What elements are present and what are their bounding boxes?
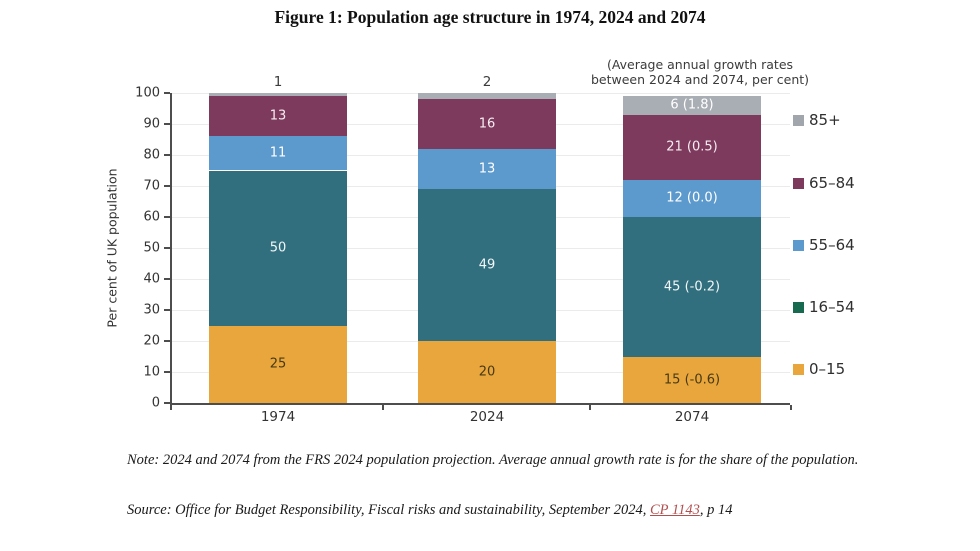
legend-swatch-55-64 xyxy=(793,239,804,251)
y-axis-tick-label: 30 xyxy=(143,302,160,318)
bar-segment-65-84-1974: 13 xyxy=(209,96,347,137)
y-axis-tick-label: 100 xyxy=(135,85,160,101)
bar-segment-55-64-2074: 12 (0.0) xyxy=(623,179,761,217)
legend-swatch-65-84 xyxy=(793,177,804,189)
figure-source: Source: Office for Budget Responsibility… xyxy=(127,502,927,519)
y-axis-title: Per cent of UK population xyxy=(104,168,120,328)
segment-label-0-15-2074: 15 (-0.6) xyxy=(663,372,721,388)
y-axis-tick xyxy=(164,309,170,311)
segment-label-65-84-2074: 21 (0.5) xyxy=(666,139,718,155)
x-axis-tick xyxy=(170,405,172,410)
growth-rate-annotation-line2: between 2024 and 2074, per cent) xyxy=(590,72,810,87)
legend-item-16-54: 16–54 xyxy=(793,298,855,316)
x-axis-tick xyxy=(382,405,384,410)
y-axis-tick-label: 60 xyxy=(143,209,160,225)
bar-segment-0-15-2074: 15 (-0.6) xyxy=(623,356,761,403)
legend-item-65-84: 65–84 xyxy=(793,174,855,192)
y-axis-tick xyxy=(164,92,170,94)
y-axis-tick-label: 40 xyxy=(143,271,160,287)
bar-segment-16-54-2074: 45 (-0.2) xyxy=(623,217,761,357)
y-axis-tick-label: 50 xyxy=(143,240,160,256)
y-axis-tick xyxy=(164,278,170,280)
y-axis-tick-label: 70 xyxy=(143,178,160,194)
growth-rate-annotation: (Average annual growth rates between 202… xyxy=(540,57,860,87)
y-axis-tick-label: 80 xyxy=(143,147,160,163)
figure-title: Figure 1: Population age structure in 19… xyxy=(274,7,706,27)
segment-label-0-15-1974: 25 xyxy=(269,356,287,372)
x-axis-line xyxy=(170,403,790,405)
y-axis-tick-label: 10 xyxy=(143,364,160,380)
legend-label-85plus: 85+ xyxy=(809,111,841,129)
legend-swatch-85plus xyxy=(793,114,804,126)
y-axis-tick-label: 90 xyxy=(143,116,160,132)
source-link[interactable]: CP 1143 xyxy=(650,502,700,518)
segment-label-16-54-2074: 45 (-0.2) xyxy=(663,279,721,295)
bar-segment-85plus-2024 xyxy=(418,93,556,100)
bar-segment-0-15-1974: 25 xyxy=(209,325,347,403)
y-axis-tick xyxy=(164,154,170,156)
source-text: Source: Office for Budget Responsibility… xyxy=(127,502,651,518)
segment-label-55-64-2024: 13 xyxy=(478,161,496,177)
bar-top-label-2024: 2 xyxy=(482,74,492,90)
y-axis-tick xyxy=(164,123,170,125)
source-suffix: , p 14 xyxy=(699,502,733,518)
y-axis-tick xyxy=(164,340,170,342)
legend-item-0-15: 0–15 xyxy=(793,360,845,378)
bar-segment-85plus-1974 xyxy=(209,93,347,97)
bar-segment-0-15-2024: 20 xyxy=(418,341,556,403)
growth-rate-annotation-line1: (Average annual growth rates xyxy=(606,57,794,72)
legend-swatch-0-15 xyxy=(793,363,804,375)
legend-item-85plus: 85+ xyxy=(793,111,841,129)
y-axis-line xyxy=(170,93,172,405)
bar-segment-55-64-2024: 13 xyxy=(418,148,556,190)
segment-label-55-64-1974: 11 xyxy=(269,145,287,161)
y-axis-tick xyxy=(164,247,170,249)
x-axis-category-label-1974: 1974 xyxy=(260,409,296,425)
bar-segment-16-54-1974: 50 xyxy=(209,170,347,326)
bar-segment-65-84-2074: 21 (0.5) xyxy=(623,114,761,180)
bar-segment-16-54-2024: 49 xyxy=(418,189,556,341)
segment-label-0-15-2024: 20 xyxy=(478,364,496,380)
x-axis-tick xyxy=(790,405,792,410)
segment-label-16-54-2024: 49 xyxy=(478,257,496,273)
x-axis-category-label-2024: 2024 xyxy=(469,409,505,425)
legend-label-55-64: 55–64 xyxy=(809,236,855,254)
y-axis-tick xyxy=(164,402,170,404)
legend-label-16-54: 16–54 xyxy=(809,298,855,316)
segment-label-55-64-2074: 12 (0.0) xyxy=(666,190,718,206)
segment-label-65-84-1974: 13 xyxy=(269,108,287,124)
bar-segment-85plus-2074: 6 (1.8) xyxy=(623,96,761,115)
x-axis-category-label-2074: 2074 xyxy=(674,409,710,425)
y-axis-tick-label: 20 xyxy=(143,333,160,349)
legend-item-55-64: 55–64 xyxy=(793,236,855,254)
legend-swatch-16-54 xyxy=(793,301,804,313)
bar-top-label-1974: 1 xyxy=(273,74,283,90)
bar-segment-65-84-2024: 16 xyxy=(418,99,556,149)
segment-label-85plus-2074: 6 (1.8) xyxy=(670,97,714,113)
figure-note: Note: 2024 and 2074 from the FRS 2024 po… xyxy=(127,452,859,468)
legend-label-65-84: 65–84 xyxy=(809,174,855,192)
x-axis-tick xyxy=(589,405,591,410)
segment-label-16-54-1974: 50 xyxy=(269,240,287,256)
y-axis-tick xyxy=(164,216,170,218)
legend-label-0-15: 0–15 xyxy=(809,360,846,378)
y-axis-tick xyxy=(164,371,170,373)
bar-segment-55-64-1974: 11 xyxy=(209,136,347,171)
segment-label-65-84-2024: 16 xyxy=(478,116,496,132)
y-axis-tick xyxy=(164,185,170,187)
stacked-bar-chart: Per cent of UK population 0 10 20 30 40 50 60 7… xyxy=(104,74,855,425)
y-axis-tick-label: 0 xyxy=(151,395,160,411)
